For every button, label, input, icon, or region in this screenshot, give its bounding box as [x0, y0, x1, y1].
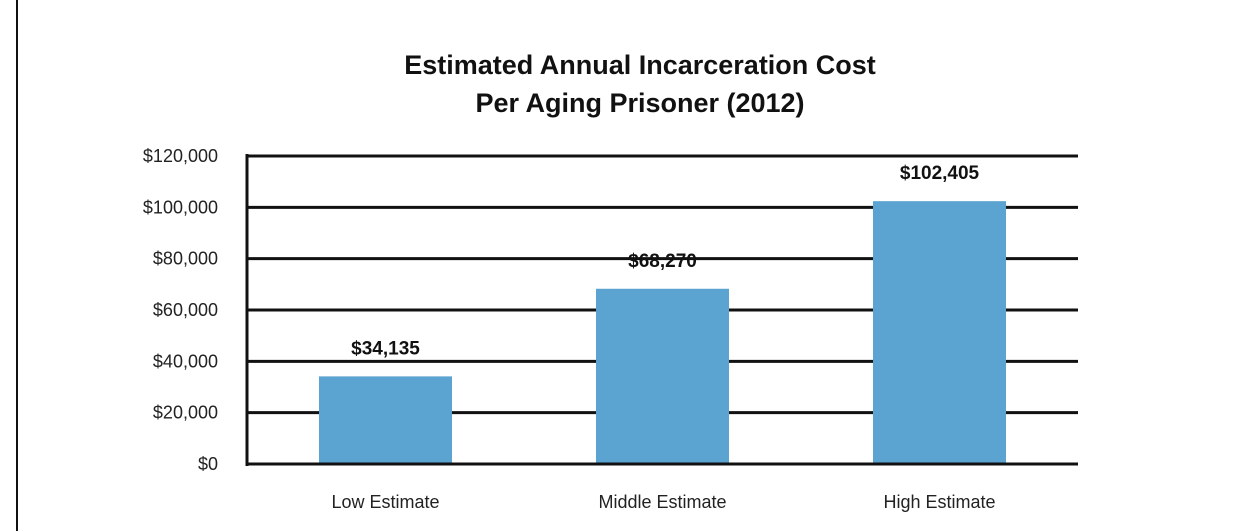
chart-title-line-2: Per Aging Prisoner (2012): [475, 88, 804, 118]
page-frame-line: [16, 0, 18, 531]
bar: [873, 201, 1006, 464]
x-axis: Low Estimate Middle Estimate High Estimate: [247, 462, 1078, 512]
y-tick-label: $20,000: [153, 403, 218, 423]
y-tick-label: $40,000: [153, 351, 218, 371]
y-tick-label: $120,000: [143, 146, 218, 166]
y-tick-label: $60,000: [153, 300, 218, 320]
x-category-label: High Estimate: [883, 492, 995, 512]
data-label: $102,405: [900, 163, 980, 184]
data-labels: $34,135 $68,270 $102,405: [351, 163, 979, 359]
chart-title: Estimated Annual Incarceration Cost Per …: [404, 50, 876, 118]
y-tick-label: $100,000: [143, 197, 218, 217]
bar: [319, 376, 452, 464]
x-category-label: Middle Estimate: [598, 492, 726, 512]
chart-title-line-1: Estimated Annual Incarceration Cost: [404, 50, 876, 80]
bar: [596, 288, 729, 464]
y-tick-label: $0: [198, 454, 218, 474]
x-category-label: Low Estimate: [331, 492, 439, 512]
bars: [319, 201, 1006, 464]
data-label: $68,270: [628, 251, 697, 272]
y-axis: $0 $20,000 $40,000 $60,000 $80,000 $100,000 $1…: [143, 146, 249, 474]
data-label: $34,135: [351, 338, 420, 359]
y-tick-label: $80,000: [153, 249, 218, 269]
